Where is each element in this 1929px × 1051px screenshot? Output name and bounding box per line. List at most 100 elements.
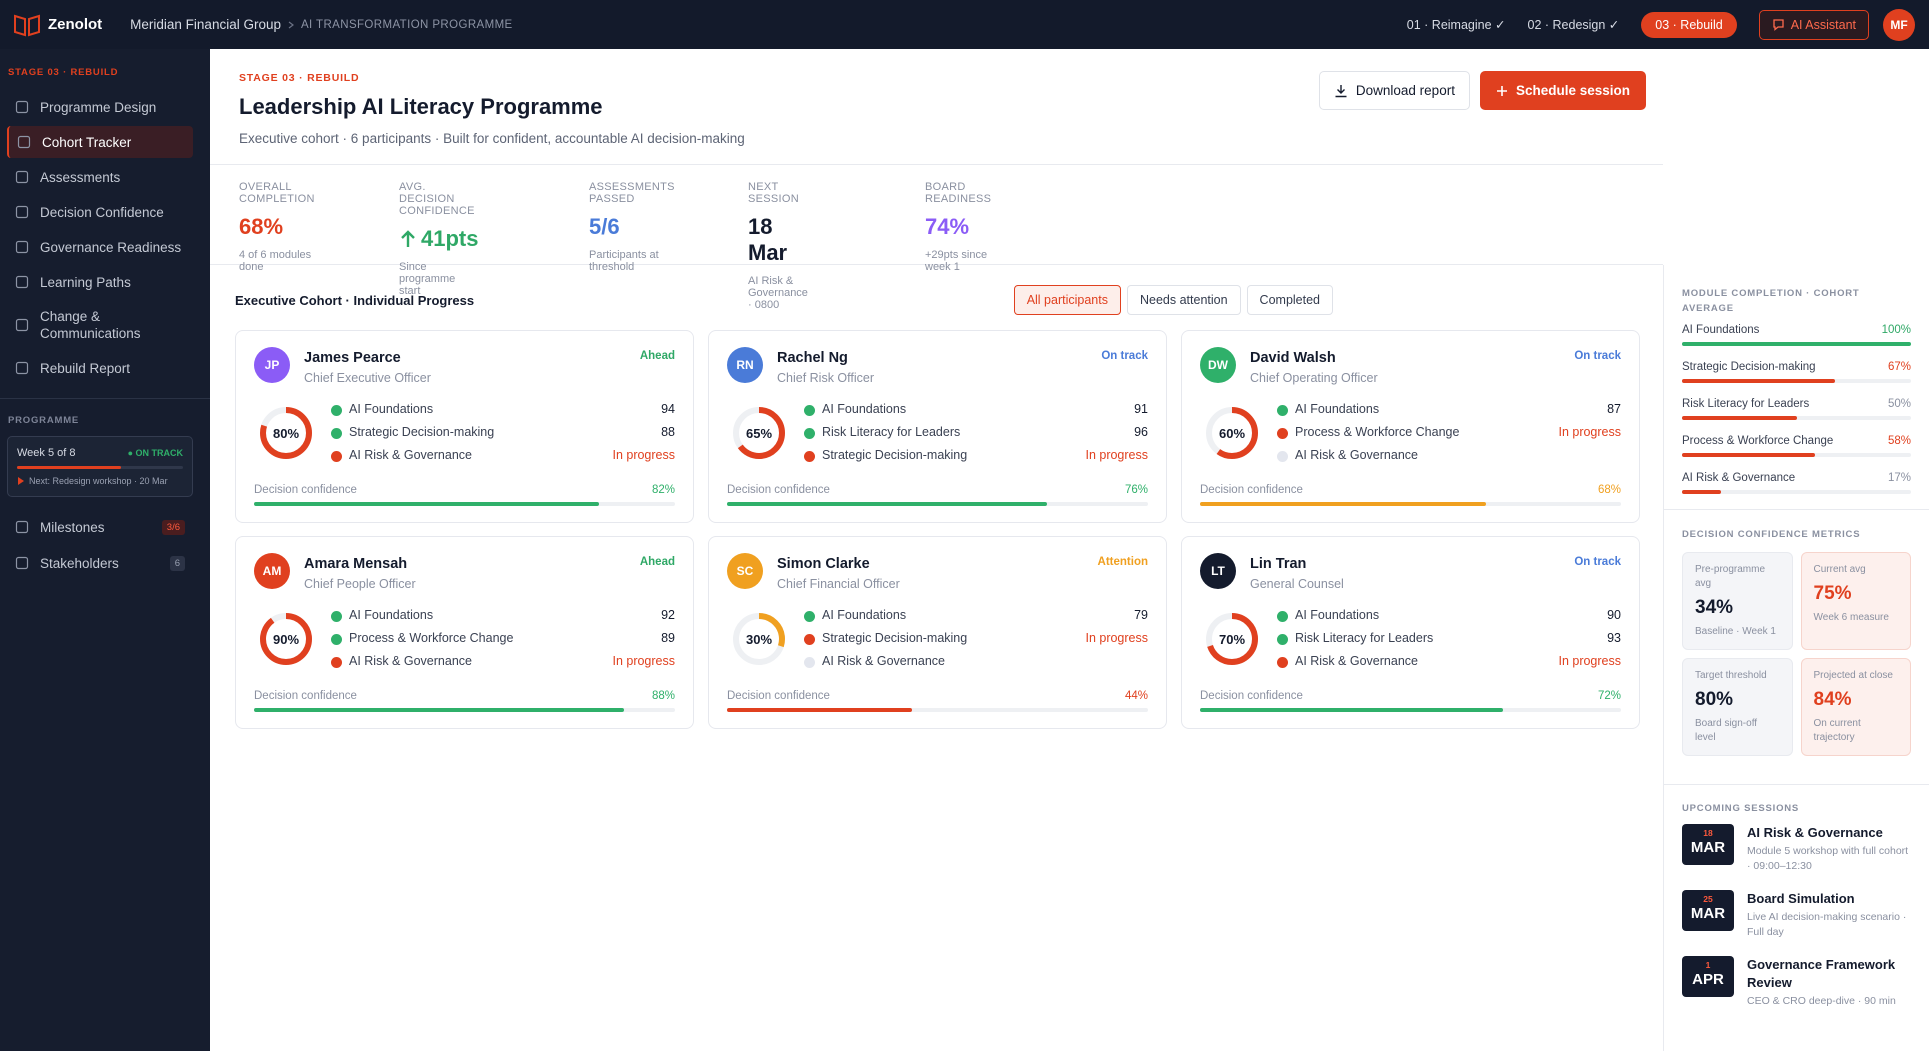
module-name: AI Foundations — [349, 608, 434, 622]
confidence-track — [1200, 708, 1621, 712]
participant-card: LT Lin Tran General Counsel On track 70% AI F… — [1181, 536, 1640, 729]
nav-item[interactable]: Learning Paths — [7, 266, 193, 298]
sessions-title: UPCOMING SESSIONS — [1682, 803, 1800, 814]
nav-item[interactable]: Milestones 3/6 — [7, 511, 193, 543]
nav-icon-shape — [15, 361, 29, 375]
module-average: Strategic Decision-making 67% — [1682, 361, 1911, 383]
nav-item[interactable]: Rebuild Report — [7, 352, 193, 384]
module-name: Strategic Decision-making — [349, 425, 495, 439]
module-score: 87 — [1607, 402, 1621, 416]
sidebar: STAGE 03 · REBUILD Programme Design Cohor… — [0, 49, 210, 1051]
nav-item[interactable]: Programme Design — [7, 91, 193, 123]
module-dot — [331, 405, 342, 416]
schedule-button[interactable]: Schedule session — [1479, 71, 1646, 110]
participant-name: David Walsh — [1250, 350, 1336, 366]
breadcrumb-sep — [288, 21, 294, 28]
stat-value: 74% — [925, 214, 970, 239]
stage-tab[interactable]: 03 · Rebuild — [1641, 11, 1737, 38]
ring-label: 30% — [745, 631, 773, 647]
completion-ring — [260, 407, 312, 459]
nav-icon-shape — [15, 556, 29, 570]
module-average-row: Strategic Decision-making 67% — [1682, 361, 1911, 373]
status-label: On track — [1101, 350, 1148, 362]
participant-name: Amara Mensah — [304, 556, 408, 572]
divider — [0, 398, 210, 399]
nav-icon — [15, 318, 29, 332]
confidence-bar — [727, 502, 1047, 506]
download-button[interactable]: Download report — [1318, 71, 1470, 110]
nav-item[interactable]: Decision Confidence — [7, 196, 193, 228]
module-name: Process & Workforce Change — [349, 631, 514, 645]
confidence-label: Decision confidence — [1200, 690, 1303, 702]
module-score: In progress — [1558, 425, 1621, 439]
nav-item[interactable]: Stakeholders 6 — [7, 547, 193, 579]
page-header: STAGE 03 · REBUILD Leadership AI Literac… — [239, 72, 745, 146]
up-arrow-shape — [401, 230, 415, 247]
session-title: AI Risk & Governance — [1747, 825, 1883, 840]
session[interactable]: 1 APR Governance Framework Review CEO & CRO… — [1682, 956, 1911, 1009]
module-score: In progress — [612, 654, 675, 668]
module-score: 79 — [1134, 608, 1148, 622]
module-average-track — [1682, 342, 1911, 346]
metric-tile: Projected at close 84% On current trajecto… — [1800, 658, 1911, 756]
participant-role: Chief Financial Officer — [777, 577, 900, 591]
session-body: Governance Framework Review CEO & CRO dee… — [1747, 956, 1911, 1009]
stage-tab[interactable]: 01 · Reimagine ✓ — [1406, 18, 1506, 32]
module-average-name: Strategic Decision-making — [1682, 361, 1816, 373]
nav-icon-shape — [15, 318, 29, 332]
metric-value: 75% — [1813, 583, 1852, 604]
module-average-track — [1682, 379, 1911, 383]
stat-value: 18 Mar — [748, 214, 788, 265]
session[interactable]: 25 MAR Board Simulation Live AI decision-ma… — [1682, 890, 1911, 940]
filter-button[interactable]: All participants — [1013, 285, 1121, 315]
module-dot — [1277, 428, 1288, 439]
participant-role: Chief Risk Officer — [777, 371, 875, 385]
stage-tab[interactable]: 02 · Redesign ✓ — [1527, 18, 1620, 32]
module-average-bar — [1682, 453, 1815, 457]
week-track — [17, 466, 183, 469]
session-desc: Live AI decision-making scenario · Full … — [1747, 911, 1907, 938]
confidence-bar — [254, 502, 600, 506]
user-avatar[interactable]: MF — [1883, 8, 1915, 41]
confidence-label: Decision confidence — [1200, 484, 1303, 496]
filter-button[interactable]: Needs attention — [1126, 285, 1241, 315]
confidence-bar — [1200, 502, 1487, 506]
org-name[interactable]: Meridian Financial Group — [130, 17, 281, 32]
nav-item[interactable]: Governance Readiness — [7, 231, 193, 263]
module-average: AI Risk & Governance 17% — [1682, 472, 1911, 494]
page-title: Leadership AI Literacy Programme — [239, 94, 603, 119]
module-dot — [804, 451, 815, 462]
status-label: Ahead — [639, 556, 675, 568]
nav-item[interactable]: Change & Communications — [7, 301, 193, 349]
participant-card: SC Simon Clarke Chief Financial Officer Att… — [708, 536, 1167, 729]
ring-label: 80% — [272, 425, 300, 441]
nav-label: Cohort Tracker — [42, 134, 132, 150]
session[interactable]: 18 MAR AI Risk & Governance Module 5 worksh… — [1682, 824, 1911, 874]
module-averages: AI Foundations 100% Strategic Decision-mak… — [1682, 324, 1911, 494]
ring-fill — [733, 613, 785, 665]
participant-name: James Pearce — [304, 350, 401, 366]
module-dot — [331, 428, 342, 439]
stat-label: NEXT SESSION — [748, 181, 800, 205]
session-title: Governance Framework Review — [1747, 957, 1896, 990]
logo-icon — [14, 14, 40, 36]
session-month: MAR — [1690, 839, 1726, 856]
module-name: AI Risk & Governance — [349, 654, 472, 668]
sidebar-links: Milestones 3/6 Stakeholders 6 — [0, 511, 210, 579]
filter-button[interactable]: Completed — [1246, 285, 1333, 315]
module-name: AI Risk & Governance — [1295, 654, 1418, 668]
nav-item[interactable]: Cohort Tracker — [7, 126, 193, 158]
nav-label: Programme Design — [40, 99, 157, 115]
confidence-bar — [254, 708, 625, 712]
completion-ring — [733, 407, 785, 459]
ring-fill — [260, 613, 312, 665]
module-name: Process & Workforce Change — [1295, 425, 1460, 439]
stat: NEXT SESSION 18 Mar AI Risk & Governance ·… — [748, 181, 808, 311]
module-average-track — [1682, 416, 1911, 420]
nav-label: Rebuild Report — [40, 360, 131, 376]
participant-role: Chief People Officer — [304, 577, 416, 591]
ai-assistant-button[interactable]: AI Assistant — [1758, 9, 1869, 40]
nav-item[interactable]: Assessments — [7, 161, 193, 193]
module-average-pct: 17% — [1887, 472, 1911, 484]
participant-name: Simon Clarke — [777, 556, 870, 572]
